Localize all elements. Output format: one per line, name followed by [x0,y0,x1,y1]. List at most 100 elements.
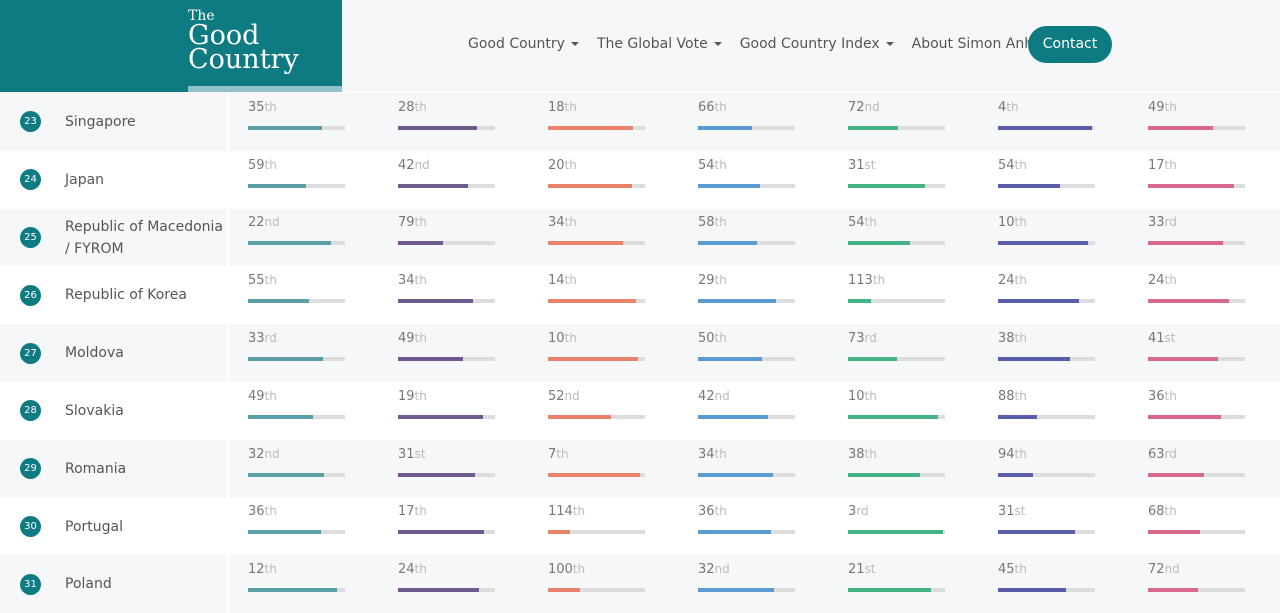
bar-track [398,588,495,593]
bar [698,472,773,477]
bar-track [698,183,795,188]
score-suffix: th [714,215,727,230]
bar-track [698,299,795,304]
nav-label: Good Country Index [739,36,880,52]
nav-item[interactable]: Good Country [468,36,579,52]
score-label: 22nd [248,215,280,230]
score-suffix: nd [264,215,280,230]
bar-track [248,472,345,477]
bar-track [398,299,495,304]
divider [227,439,229,498]
score-label: 113th [848,273,885,288]
score-label: 63rd [1148,447,1177,462]
score-label: 21st [848,562,876,577]
score-suffix: nd [414,157,430,172]
score-suffix: th [414,504,427,519]
score-number: 42 [698,388,715,404]
score-number: 38 [848,446,865,462]
logo-text: Country [188,44,299,75]
bar-track [548,588,645,593]
score-label: 32nd [698,562,730,577]
nav-item[interactable]: The Global Vote [597,36,722,52]
bar [848,241,910,246]
score-suffix: th [714,504,727,519]
score-number: 33 [1148,215,1165,231]
divider [227,208,229,267]
nav-label: The Global Vote [596,36,708,52]
score-number: 100 [548,562,573,578]
bar [398,299,473,304]
country: Republic of Korea [65,287,187,304]
caret [713,42,722,50]
score-label: 54th [848,215,877,230]
score-label: 20th [548,158,577,173]
bar [1148,414,1222,419]
header: The Good Country Good Country The Global … [0,0,1280,92]
table-row: 28 Slovakia 49th 19th 52nd 42nd 10th 88th 36th [0,382,1280,440]
bar [848,183,925,188]
bar [998,357,1071,362]
nav-item[interactable]: Good Country Index [740,36,894,52]
rank-badge: 29 [20,458,41,480]
bar [998,588,1066,593]
bar [398,357,463,362]
score-suffix: th [1014,388,1027,403]
country: Poland [65,576,112,593]
score-label: 79th [398,215,427,230]
nav-item[interactable]: About Simon Anholt [912,36,1051,52]
score-suffix: st [1164,331,1176,346]
score-number: 113 [848,273,873,289]
bar [548,299,636,304]
bar [398,472,475,477]
score-number: 54 [848,215,865,231]
score-number: 28 [398,99,415,115]
rank-badge: 26 [20,284,41,306]
score-number: 94 [998,446,1015,462]
score-label: 3rd [848,504,869,519]
score-label: 24th [398,562,427,577]
score-label: 52nd [548,389,580,404]
score-suffix: th [1164,504,1177,519]
bar-track [698,125,795,130]
score-suffix: th [564,157,577,172]
score-number: 29 [698,273,715,289]
rank-badge: 30 [20,515,41,537]
bar-track [248,530,345,535]
country: Singapore [65,114,136,130]
bar [998,414,1038,419]
divider [227,93,229,151]
bar [1148,588,1198,593]
score-number: 42 [398,157,415,173]
score-suffix: th [864,215,877,230]
score-suffix: nd [714,562,730,577]
score-label: 36th [698,504,727,519]
score-label: 58th [698,215,727,230]
score-number: 58 [698,215,715,231]
score-label: 31st [398,447,426,462]
score-suffix: th [556,446,569,461]
score-number: 34 [398,273,415,289]
score-label: 10th [998,215,1027,230]
score-suffix: st [414,446,426,461]
bar-track [248,241,345,246]
score-label: 29th [698,273,727,288]
contact-button[interactable]: Contact [1028,26,1112,63]
bar [848,299,872,304]
country: Slovakia [65,403,124,419]
caret [885,42,894,50]
bar-track [398,125,495,130]
bar [998,299,1080,304]
score-suffix: nd [264,446,280,461]
bar-track [848,299,945,304]
bar-track [548,241,645,246]
score-label: 68th [1148,504,1177,519]
score-number: 14 [548,273,565,289]
table-row: 26 Republic of Korea 55th 34th 14th 29th 113th… [0,266,1280,325]
score-number: 19 [398,388,415,404]
logo[interactable]: The Good Country [0,0,342,92]
score-suffix: st [864,562,876,577]
logo-underline [188,86,342,92]
score-number: 24 [998,273,1015,289]
score-number: 72 [848,99,865,115]
